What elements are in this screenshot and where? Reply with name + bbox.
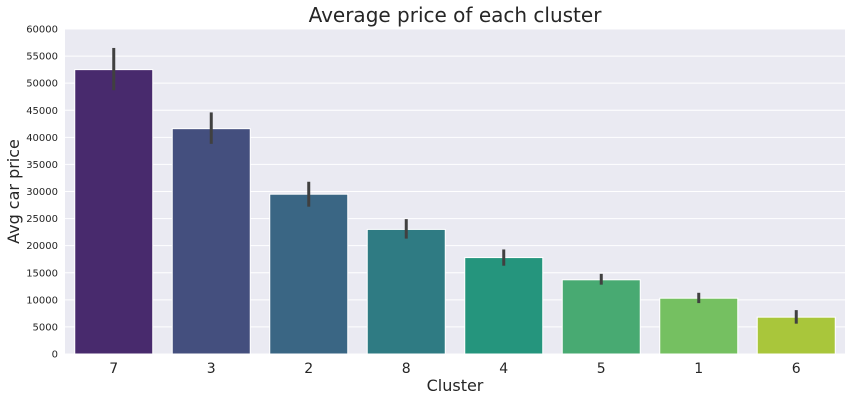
x-axis-label: Cluster xyxy=(427,376,484,395)
x-tick-label: 4 xyxy=(499,361,508,377)
x-tick-labels: 7 3 2 8 4 5 1 6 xyxy=(109,361,801,377)
y-tick-label: 25000 xyxy=(26,214,58,225)
x-tick-label: 8 xyxy=(402,361,411,377)
y-tick-label: 30000 xyxy=(26,187,58,198)
y-tick-label: 0 xyxy=(52,350,58,361)
bar-3 xyxy=(171,128,251,355)
y-tick-label: 60000 xyxy=(26,25,58,36)
bar-7 xyxy=(74,69,154,355)
y-tick-label: 40000 xyxy=(26,133,58,144)
bar-8 xyxy=(366,228,446,355)
y-tick-label: 50000 xyxy=(26,79,58,90)
bars xyxy=(74,69,836,355)
y-tick-label: 35000 xyxy=(26,160,58,171)
y-tick-label: 55000 xyxy=(26,52,58,63)
x-tick-label: 7 xyxy=(109,361,118,377)
bar-5 xyxy=(561,279,641,355)
y-tick-label: 45000 xyxy=(26,106,58,117)
y-tick-label: 20000 xyxy=(26,241,58,252)
x-tick-label: 1 xyxy=(694,361,703,377)
error-bars xyxy=(112,47,798,324)
y-axis-label: Avg car price xyxy=(4,139,23,244)
y-tick-label: 10000 xyxy=(26,295,58,306)
x-tick-label: 2 xyxy=(304,361,313,377)
y-tick-labels: 0 5000 10000 15000 20000 25000 30000 35000 40000… xyxy=(26,25,58,361)
bar-4 xyxy=(464,257,544,355)
x-tick-label: 5 xyxy=(597,361,606,377)
chart-title: Average price of each cluster xyxy=(309,3,603,27)
y-tick-label: 15000 xyxy=(26,268,58,279)
bar-1 xyxy=(659,297,739,355)
y-tick-label: 5000 xyxy=(33,322,58,333)
bar-2 xyxy=(269,193,349,355)
x-tick-label: 3 xyxy=(207,361,216,377)
x-tick-label: 6 xyxy=(792,361,801,377)
